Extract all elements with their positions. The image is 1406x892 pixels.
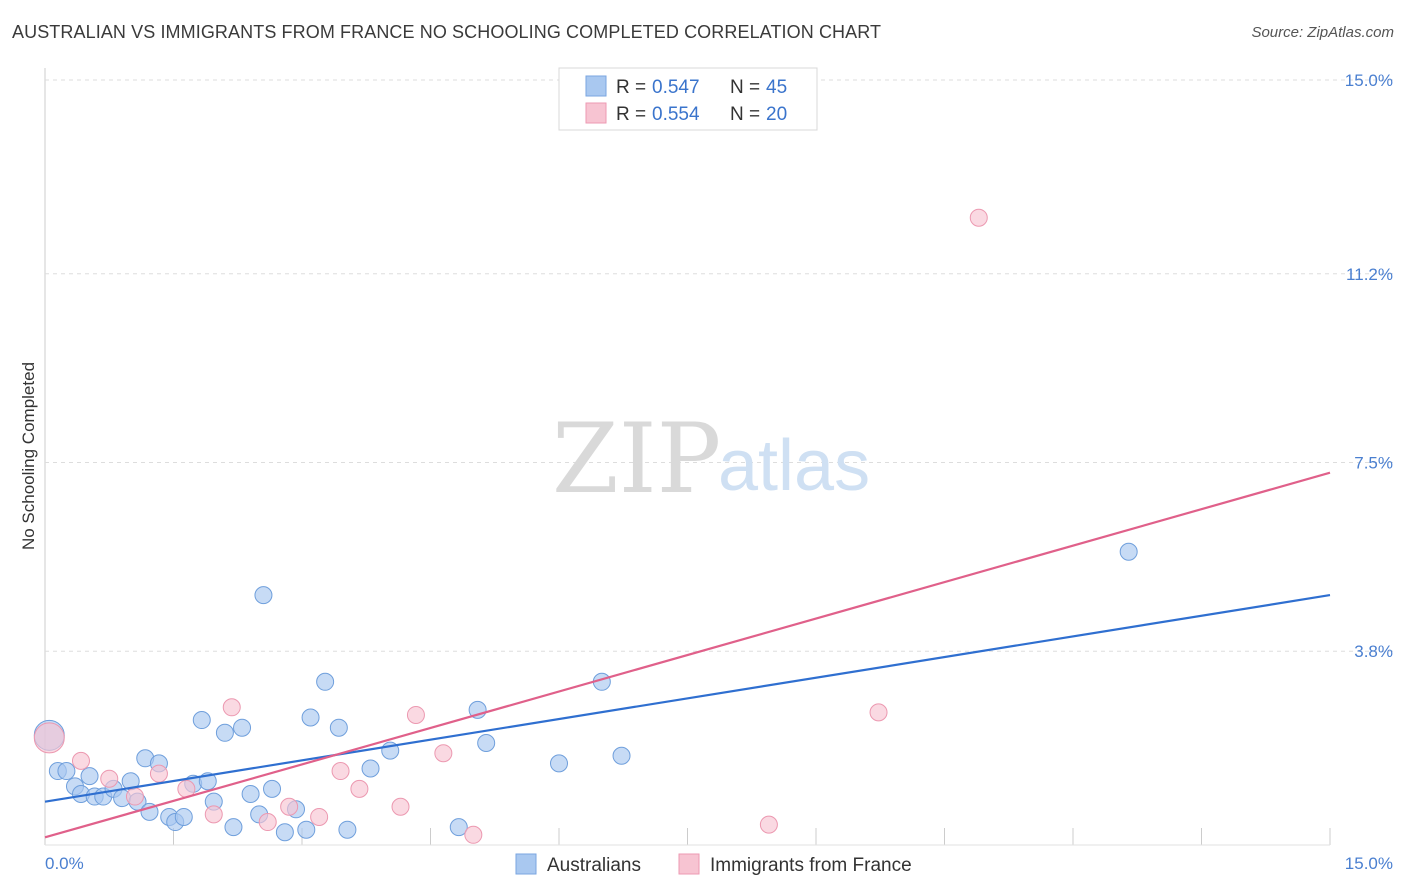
australians-point [301,708,320,727]
australians-point [80,767,99,786]
france-point [125,787,144,806]
y-tick-label: 7.5% [1354,454,1393,473]
y-tick-label: 3.8% [1354,642,1393,661]
watermark-atlas: atlas [718,426,870,506]
france-point [149,764,168,783]
france-point [869,703,888,722]
australians-point [550,754,568,773]
australians-point [449,818,468,837]
australians-point [254,586,273,605]
trend-lines [44,471,1331,839]
legend-r-label-1: R = [616,104,646,125]
series-legend: Australians Immigrants from France [515,853,912,876]
legend-n-label-1: N = [730,104,760,125]
australians-point [297,820,316,839]
legend-n-value-0: 45 [766,77,787,98]
australians-point [192,711,211,730]
france-point [222,698,241,717]
source-label: Source: ZipAtlas.com [1251,24,1394,41]
legend-n-value-1: 20 [766,104,787,125]
australians-point [612,746,631,765]
australians-point [57,762,76,781]
bottom-legend-swatch-australians [515,853,537,875]
australians-point [233,718,252,737]
x-tick-label: 0.0% [45,854,84,873]
y-axis-labels: 3.8% 7.5% 11.2% 15.0% [1345,71,1393,661]
australians-point [224,818,243,837]
legend-r-value-0: 0.547 [652,77,700,98]
y-axis-title: No Schooling Completed [19,362,38,550]
france-point [350,779,369,798]
france-point [280,797,299,816]
australians-point [477,734,496,752]
france-point [100,769,119,788]
legend-swatch-australians [585,75,607,97]
legend-r-value-1: 0.554 [652,104,700,125]
france-point [310,807,329,826]
france-point [33,722,65,754]
australians-point [338,820,357,839]
bottom-legend-label-france: Immigrants from France [710,855,912,876]
y-tick-label: 11.2% [1346,265,1393,284]
bottom-legend-label-australians: Australians [547,855,641,876]
australians-point [241,785,260,803]
legend-swatch-france [585,102,607,124]
legend-r-label-0: R = [616,77,646,98]
legend-n-label-0: N = [730,77,760,98]
france-point [331,762,350,781]
france-point [434,744,453,763]
stats-legend: R = 0.547 N = 45 R = 0.554 N = 20 [558,67,818,131]
france-point [258,813,277,832]
australians-trend-line [44,594,1331,803]
france-points [33,208,988,844]
france-point [464,825,483,844]
france-point [969,208,988,227]
bottom-legend-swatch-france [678,853,700,875]
chart-title: AUSTRALIAN VS IMMIGRANTS FROM FRANCE NO … [12,22,882,42]
france-point [759,815,778,834]
australians-point [316,672,335,691]
australians-point [329,718,348,737]
australians-point [174,807,193,826]
france-point [406,705,425,724]
australians-point [361,759,380,778]
y-tick-label: 15.0% [1345,71,1393,90]
australians-point [1119,542,1138,561]
australians-point [275,823,294,842]
australians-point [215,723,234,742]
australians-points [33,542,1138,842]
france-point [204,805,223,824]
x-tick-label: 15.0% [1345,854,1393,873]
watermark-zip: ZIP [552,403,721,515]
france-point [71,751,90,770]
australians-point [263,779,282,798]
x-axis-labels: 0.0% 15.0% [45,854,1393,873]
france-point [391,797,410,816]
x-axis-ticks [44,828,1331,846]
france-trend-line [44,471,1331,839]
